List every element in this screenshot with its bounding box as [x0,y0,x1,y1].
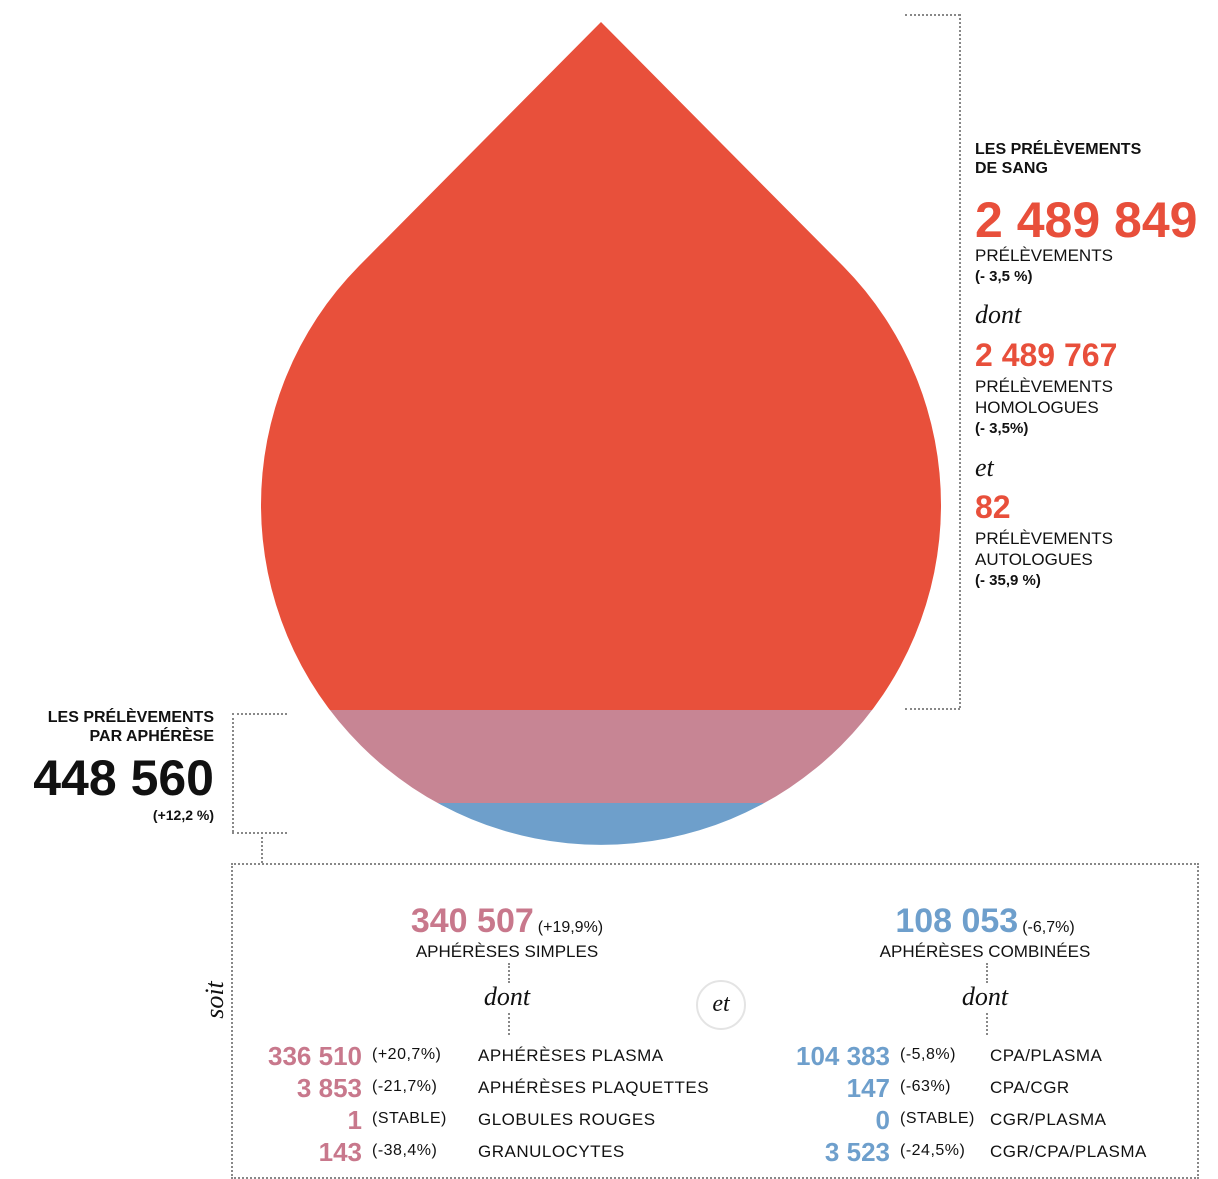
text: DE SANG [975,160,1048,177]
group-label: APHÉRÈSES COMBINÉES [879,942,1091,961]
bracket [232,713,234,832]
text: (- 3,5 %) [975,268,1033,285]
apheresis-change: (+12,2 %) [152,807,214,823]
bracket [905,14,960,16]
text: LES PRÉLÈVEMENTS [47,709,214,726]
homologous: 2 489 767 [975,337,1118,373]
item-value: 0 [875,1105,890,1135]
item-label: GLOBULES ROUGES [478,1110,656,1129]
text: PRÉLÈVEMENTS [975,377,1113,396]
apheresis-value: 448 560 [33,750,214,806]
homologous-label: PRÉLÈVEMENTS HOMOLOGUES (- 3,5%) [975,376,1113,439]
bracket [959,14,961,708]
connector: dont [961,982,1009,1011]
item-value: 3 523 [824,1137,890,1167]
drop [261,22,941,845]
group-value: 340 507 [410,902,534,940]
group-value: 108 053 [895,902,1019,940]
bracket [232,832,287,834]
text: HOMOLOGUES [975,398,1099,417]
text: PAR APHÉRÈSE [89,728,214,745]
item-value: 147 [846,1073,890,1103]
item-value: 143 [318,1137,362,1167]
connector: et [975,453,994,482]
item-change: (-38,4%) [372,1142,438,1159]
item-value: 3 853 [296,1073,362,1103]
item-value: 104 383 [796,1041,890,1071]
dotted-link [986,963,988,983]
autologous: 82 [975,489,1011,525]
item-change: (STABLE) [900,1110,975,1127]
item-change: (-63%) [900,1078,952,1095]
blood-title: LES PRÉLÈVEMENTS DE SANG [975,140,1141,178]
text: PRÉLÈVEMENTS [975,529,1113,548]
item-label: APHÉRÈSES PLAQUETTES [478,1078,710,1097]
bracket [261,832,263,863]
item-label: CGR/CPA/PLASMA [990,1142,1147,1161]
group-header: 340 507 (+19,9%) [257,902,757,941]
item-value: 1 [347,1105,362,1135]
item-change: (-24,5%) [900,1142,966,1159]
text: PRÉLÈVEMENTS [975,246,1113,265]
dotted-link [508,1013,510,1035]
dotted-link [986,1013,988,1035]
item-label: CGR/PLASMA [990,1110,1107,1129]
autologous-label: PRÉLÈVEMENTS AUTOLOGUES (- 35,9 %) [975,528,1113,591]
text: AUTOLOGUES [975,550,1093,569]
group-label: APHÉRÈSES SIMPLES [415,942,599,961]
bracket [905,708,960,710]
item-value: 336 510 [268,1041,362,1071]
et-circle: et [696,980,746,1030]
blood-total: 2 489 849 [975,192,1198,248]
item-label: CPA/PLASMA [990,1046,1103,1065]
item-change: (-5,8%) [900,1046,956,1063]
apheresis-title: LES PRÉLÈVEMENTS PAR APHÉRÈSE [48,708,214,746]
group-change: (-6,7%) [1022,919,1075,936]
bracket [232,713,287,715]
text: (- 3,5%) [975,420,1029,437]
text: (- 35,9 %) [975,572,1041,589]
text: LES PRÉLÈVEMENTS [975,141,1142,158]
item-label: CPA/CGR [990,1078,1070,1097]
dotted-link [508,963,510,983]
item-change: (+20,7%) [372,1046,442,1063]
breakdown-box [231,863,1199,1179]
connector: et [712,991,730,1017]
item-label: GRANULOCYTES [478,1142,625,1161]
group-header: 108 053 (-6,7%) [735,902,1218,941]
item-label: APHÉRÈSES PLASMA [478,1046,664,1065]
connector: soit [199,981,229,1019]
connector: dont [483,982,531,1011]
item-change: (STABLE) [372,1110,447,1127]
item-change: (-21,7%) [372,1078,438,1095]
connector: dont [975,300,1022,329]
group-change: (+19,9%) [537,919,604,936]
